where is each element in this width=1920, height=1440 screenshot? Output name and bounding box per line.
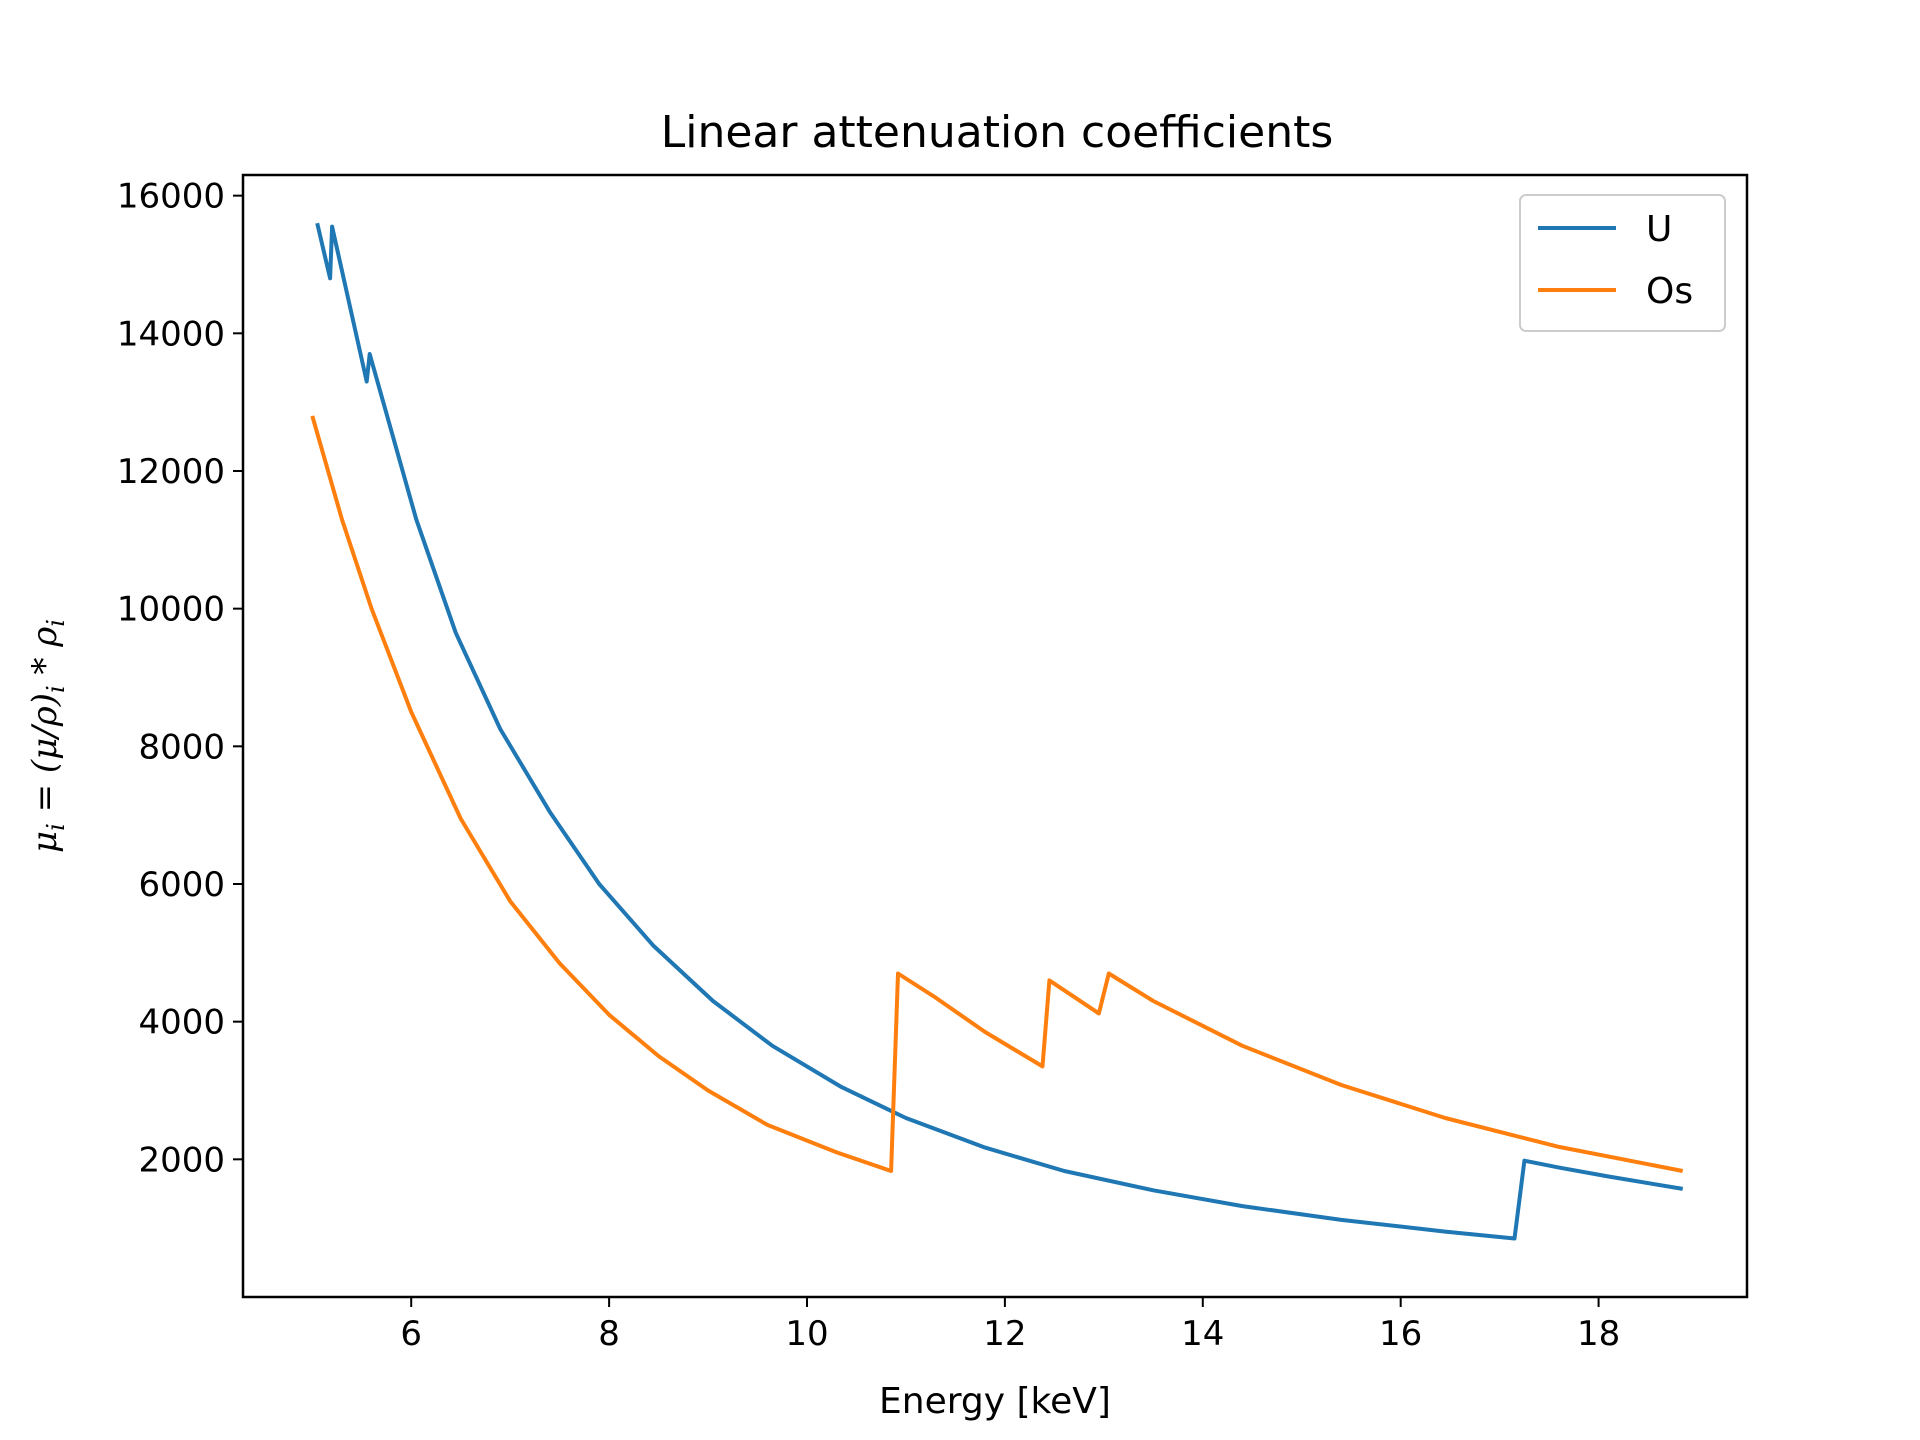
x-tick-label: 12: [983, 1314, 1026, 1354]
x-axis-label: Energy [keV]: [879, 1381, 1111, 1422]
x-tick-label: 8: [598, 1314, 620, 1354]
series-line-os: [310, 415, 1684, 1173]
y-tick-label: 6000: [138, 865, 225, 905]
legend-box: [1519, 194, 1726, 332]
x-tick-label: 16: [1379, 1314, 1422, 1354]
y-axis: 2000 4000 6000 8000 10000 12000 14000 16000: [117, 177, 243, 1180]
x-tick-label: 6: [400, 1314, 422, 1354]
x-tick-label: 14: [1181, 1314, 1224, 1354]
x-tick-label: 10: [785, 1314, 828, 1354]
y-tick-label: 4000: [138, 1003, 225, 1043]
y-tick-label: 16000: [117, 177, 225, 217]
chart-title: Linear attenuation coefficients: [661, 107, 1334, 158]
y-tick-label: 8000: [138, 727, 225, 767]
series-line-u: [315, 222, 1684, 1241]
legend: U Os: [1519, 194, 1726, 332]
x-tick-label: 18: [1577, 1314, 1620, 1354]
y-tick-label: 14000: [117, 314, 225, 354]
y-axis-label: μi = (μ/ρ)i * ρi: [25, 619, 70, 853]
legend-label-os: Os: [1646, 271, 1693, 312]
y-tick-label: 12000: [117, 452, 225, 492]
y-tick-label: 2000: [138, 1140, 225, 1180]
series-lines: [310, 222, 1684, 1241]
y-tick-label: 10000: [117, 590, 225, 630]
x-axis: 6 8 10 12 14 16 18: [400, 1297, 1620, 1354]
legend-label-u: U: [1646, 209, 1672, 250]
plot-area-frame: [241, 173, 1749, 1299]
